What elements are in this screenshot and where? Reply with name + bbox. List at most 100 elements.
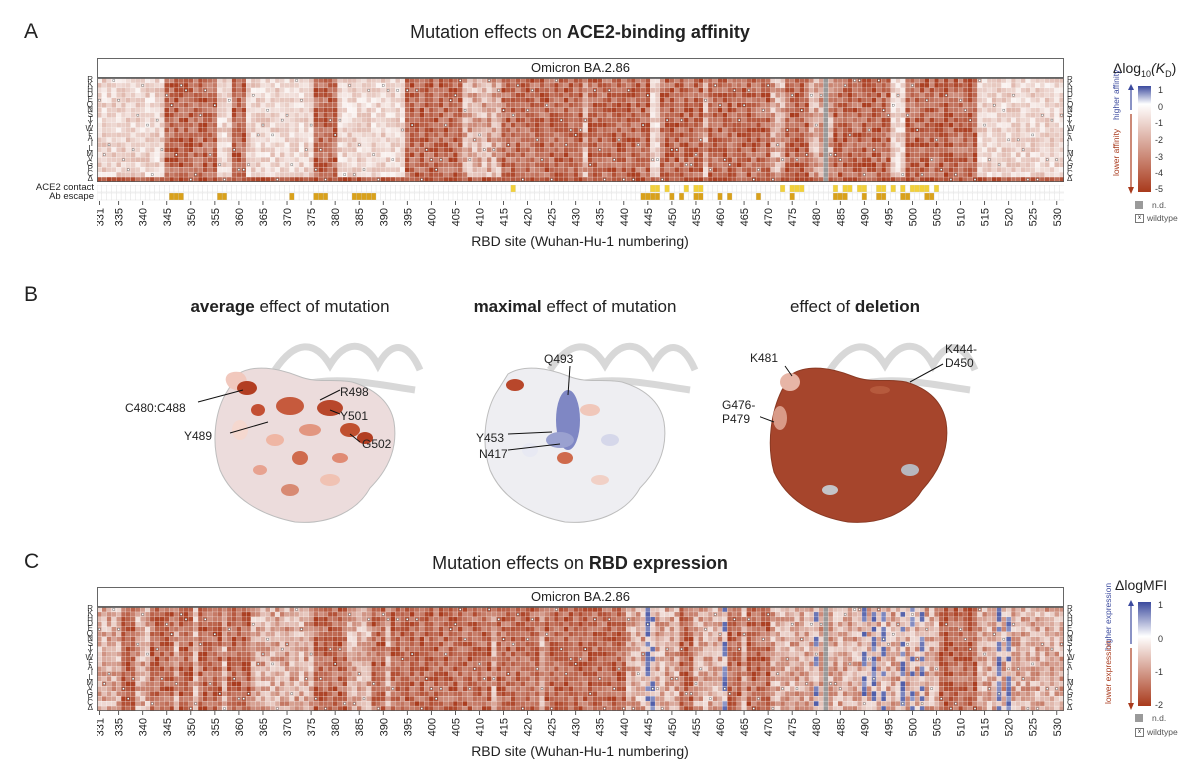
heatmap-cell	[707, 102, 714, 109]
heatmap-cell	[635, 152, 641, 158]
heatmap-cell	[241, 132, 247, 138]
heatmap-cell	[260, 117, 266, 123]
heatmap-cell	[818, 152, 824, 158]
heatmap-cell	[813, 92, 819, 99]
heatmap-cell	[1044, 107, 1050, 113]
heatmap-cell	[120, 112, 127, 118]
heatmap-cell	[419, 92, 425, 99]
row-label: H	[1067, 84, 1073, 94]
annotation-cell	[712, 192, 718, 201]
heatmap-cell	[645, 167, 651, 173]
annotation-cell	[674, 185, 680, 193]
wildtype-marker	[1012, 94, 1015, 97]
heatmap-cell	[274, 82, 281, 89]
heatmap-cell	[212, 171, 218, 178]
heatmap-cell	[452, 152, 459, 158]
annotation-cell	[409, 192, 415, 201]
annotation-cell	[380, 185, 387, 193]
heatmap-cell	[106, 157, 112, 163]
heatmap-cell	[553, 152, 560, 158]
heatmap-cell	[385, 122, 391, 128]
wildtype-marker	[208, 153, 212, 156]
heatmap-cell	[573, 152, 579, 158]
annotation-cell	[573, 192, 579, 201]
heatmap-cell	[462, 97, 468, 104]
heatmap-cell	[991, 127, 997, 133]
heatmap-cell	[688, 127, 694, 133]
heatmap-cell	[193, 157, 199, 163]
heatmap-cell	[1049, 142, 1055, 148]
annotation-cell	[130, 185, 136, 193]
wildtype-marker	[665, 118, 669, 122]
heatmap-cell	[582, 171, 589, 178]
heatmap-cell	[409, 147, 415, 153]
heatmap-cell	[602, 107, 608, 113]
annotation-cell	[462, 192, 468, 201]
heatmap-cell	[1044, 117, 1050, 123]
heatmap-cell	[433, 132, 439, 138]
heatmap-cell	[678, 82, 685, 89]
heatmap-cell	[371, 107, 377, 113]
heatmap-cell	[659, 167, 666, 173]
heatmap-cell	[457, 147, 463, 153]
heatmap-cell	[582, 97, 589, 104]
heatmap-cell	[751, 107, 757, 113]
heatmap-cell	[250, 147, 257, 153]
heatmap-cell	[914, 137, 920, 143]
heatmap-cell	[611, 162, 617, 168]
heatmap-cell	[284, 107, 290, 113]
heatmap-cell	[991, 87, 997, 94]
heatmap-cell	[760, 171, 767, 178]
heatmap-cell	[428, 117, 435, 123]
heatmap-cell	[274, 97, 281, 104]
wildtype-marker	[531, 89, 534, 92]
heatmap-cell	[905, 167, 911, 173]
heatmap-cell	[823, 97, 829, 104]
heatmap-cell	[857, 117, 863, 123]
affinity-legend-tick: -1	[1155, 118, 1164, 128]
heatmap-cell	[169, 117, 175, 123]
annotation-cell	[856, 185, 863, 193]
heatmap-cell	[217, 137, 223, 143]
heatmap-cell	[419, 157, 425, 163]
heatmap-cell	[486, 97, 492, 104]
heatmap-cell	[265, 127, 271, 133]
heatmap-cell	[544, 162, 550, 168]
heatmap-cell	[924, 162, 930, 168]
heatmap-cell	[986, 122, 993, 128]
heatmap-cell	[871, 87, 877, 94]
heatmap-cell	[972, 117, 978, 123]
heatmap-cell	[476, 92, 483, 99]
heatmap-cell	[467, 102, 473, 109]
heatmap-cell	[948, 92, 954, 99]
heatmap-cell	[760, 92, 767, 99]
annotation-cell	[707, 185, 714, 193]
heatmap-cell	[1006, 167, 1012, 173]
heatmap-cell	[303, 87, 310, 94]
heatmap-cell	[1049, 147, 1055, 153]
heatmap-cell	[958, 82, 964, 89]
heatmap-cell	[775, 167, 781, 173]
heatmap-cell	[424, 122, 430, 128]
heatmap-cell	[457, 142, 463, 148]
annotation-cell	[250, 185, 257, 193]
heatmap-cell	[111, 127, 117, 133]
annotation-cell	[332, 185, 338, 193]
heatmap-cell	[784, 147, 791, 153]
heatmap-cell	[683, 142, 690, 148]
heatmap-cell	[727, 102, 733, 109]
heatmap-cell	[106, 122, 112, 128]
row-label: Δ	[87, 173, 93, 183]
heatmap-cell	[270, 157, 276, 163]
heatmap-cell	[120, 147, 127, 153]
heatmap-cell	[703, 112, 709, 118]
heatmap-cell	[298, 147, 305, 153]
heatmap-cell	[881, 82, 887, 89]
heatmap-cell	[327, 87, 334, 94]
heatmap-cell	[703, 167, 709, 173]
heatmap-cell	[322, 132, 329, 138]
heatmap-cell	[202, 157, 208, 163]
heatmap-cell	[1020, 107, 1026, 113]
heatmap-cell	[414, 107, 420, 113]
annotation-cell	[1001, 185, 1007, 193]
